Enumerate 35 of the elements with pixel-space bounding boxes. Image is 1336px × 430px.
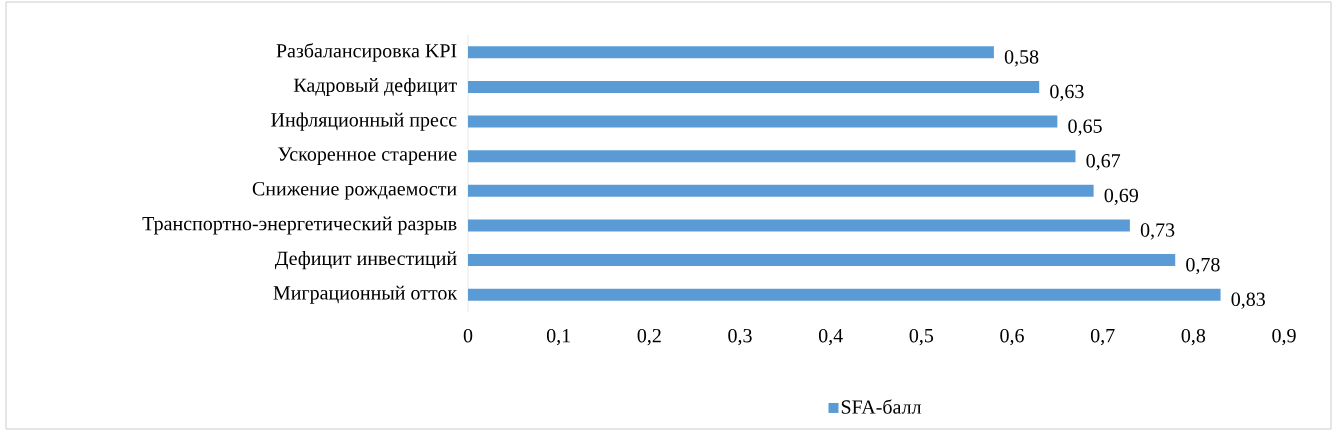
bar <box>468 184 1094 197</box>
y-tick-label: Транспортно-энергетический разрыв <box>142 216 457 235</box>
data-label: 0,58 <box>1004 50 1039 67</box>
x-tick-label: 0,4 <box>818 328 843 346</box>
y-tick-label: Разбалансировка KPI <box>276 43 457 62</box>
bar <box>468 254 1176 267</box>
bar <box>468 80 1040 93</box>
legend-label: SFA-балл <box>841 399 922 414</box>
x-tick-label: 0,7 <box>1090 328 1115 346</box>
bar <box>468 115 1058 128</box>
data-label: 0,78 <box>1186 257 1220 275</box>
x-tick-label: 0,5 <box>909 328 934 346</box>
x-tick-label: 0,8 <box>1181 328 1206 346</box>
x-tick-label: 0,9 <box>1272 328 1296 346</box>
y-tick-label: Инфляционный пресс <box>271 112 457 131</box>
x-tick-label: 0,6 <box>1000 328 1024 346</box>
x-tick-label: 0,3 <box>728 328 752 346</box>
y-tick-label: Дефицит инвестиций <box>274 251 457 270</box>
data-label: 0,63 <box>1050 84 1084 102</box>
x-tick-label: 0,1 <box>546 328 570 346</box>
y-tick-label: Снижение рождаемости <box>252 182 457 200</box>
y-tick-label: Миграционный отток <box>273 285 458 304</box>
x-tick-label: 0 <box>463 328 473 343</box>
data-label: 0,73 <box>1140 223 1175 240</box>
bar <box>468 46 994 59</box>
data-label: 0,67 <box>1086 154 1121 171</box>
data-label: 0,83 <box>1231 292 1265 309</box>
bar <box>468 219 1130 232</box>
bar <box>468 150 1076 163</box>
y-tick-label: Кадровый дефицит <box>293 77 457 97</box>
x-tick-label: 0,2 <box>637 328 661 346</box>
data-label: 0,69 <box>1104 188 1139 206</box>
bar <box>468 288 1221 301</box>
data-label: 0,65 <box>1068 119 1102 136</box>
y-tick-label: Ускоренное старение <box>278 147 457 165</box>
